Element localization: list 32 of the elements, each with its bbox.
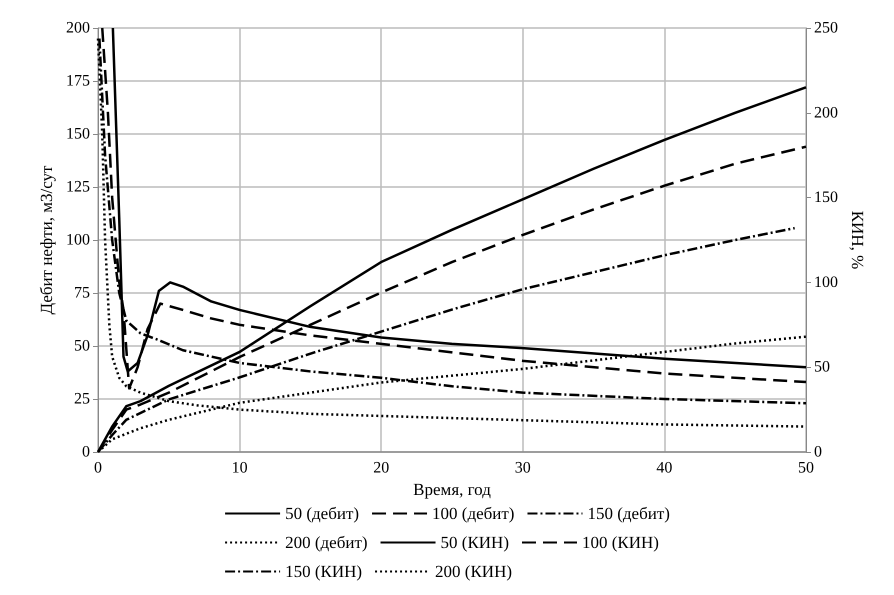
x-tick-label: 0 [94,460,102,476]
legend-label: 150 (дебит) [587,504,670,523]
legend-label: 100 (КИН) [582,533,659,552]
legend-label: 50 (дебит) [285,504,360,523]
y-tick-label: 125 [66,178,90,196]
legend-label: 200 (дебит) [285,533,368,552]
y-tick-label: 200 [66,20,90,36]
x-tick-label: 30 [514,460,531,476]
y2-tick-label: 200 [814,104,838,122]
y2-tick-label: 100 [814,274,838,291]
x-tick-label: 10 [232,460,248,476]
y2-tick-label: 50 [814,358,830,376]
legend-label: 50 (КИН) [440,533,509,552]
y-tick-label: 75 [74,284,90,302]
x-tick-label: 20 [373,460,390,476]
y-tick-label: 150 [66,126,90,142]
y-axis-title: Дебит нефти, м3/сут [37,164,56,314]
y2-tick-label: 0 [814,444,822,460]
y-tick-label: 25 [74,390,90,408]
y-tick-label: 50 [74,338,90,354]
x-tick-label: 40 [656,460,672,476]
y2-axis-title: КИН, % [848,210,867,270]
x-axis-title: Время, год [413,480,492,499]
y2-tick-label: 150 [814,189,838,206]
y-tick-label: 175 [66,72,90,90]
legend-label: 150 (КИН) [285,562,362,581]
y-tick-label: 0 [82,444,90,460]
y2-tick-label: 250 [814,20,838,36]
legend-label: 100 (дебит) [432,504,514,523]
x-tick-label: 50 [798,460,814,476]
y-tick-label: 100 [66,232,90,248]
legend-label: 200 (КИН) [435,562,512,581]
